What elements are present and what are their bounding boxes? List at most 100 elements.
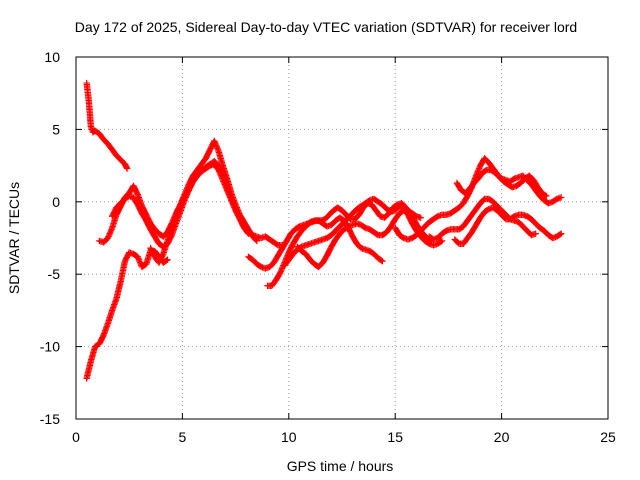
data-point xyxy=(217,172,225,179)
data-point xyxy=(172,213,180,220)
series-arc-9 xyxy=(294,207,424,271)
plot-frame xyxy=(75,56,609,420)
data-point xyxy=(217,171,224,178)
data-point xyxy=(221,181,228,188)
data-point xyxy=(417,214,424,221)
data-point xyxy=(105,231,113,239)
data-point xyxy=(219,176,227,184)
data-point xyxy=(226,192,233,200)
x-axis-label: GPS time / hours xyxy=(287,458,394,474)
data-point xyxy=(135,255,142,262)
y-axis-label: SDTVAR / TECUs xyxy=(6,182,22,294)
data-point xyxy=(212,142,220,149)
data-point xyxy=(222,184,230,191)
data-point xyxy=(228,197,235,204)
data-point xyxy=(244,229,251,236)
y-tick-label: -5 xyxy=(48,266,61,282)
data-point xyxy=(474,168,482,175)
data-point xyxy=(229,200,236,207)
y-tick-label: -15 xyxy=(40,411,60,427)
data-point xyxy=(475,165,483,172)
data-point xyxy=(542,192,549,199)
data-point xyxy=(212,140,219,148)
y-tick-label: 0 xyxy=(52,194,60,210)
data-point xyxy=(438,237,446,245)
data-point xyxy=(245,230,252,237)
data-point xyxy=(230,202,237,210)
data-point xyxy=(223,187,231,194)
data-point xyxy=(123,165,131,172)
data-point xyxy=(216,169,223,177)
y-tick-label: 10 xyxy=(44,49,60,65)
data-point xyxy=(220,179,228,187)
data-point xyxy=(104,234,112,242)
data-point xyxy=(134,253,141,261)
x-tick-label: 0 xyxy=(72,429,80,445)
data-point xyxy=(277,268,285,275)
data-point xyxy=(226,194,234,201)
series-arc-11 xyxy=(426,195,539,243)
data-point xyxy=(164,256,171,263)
data-point xyxy=(475,166,482,174)
data-point xyxy=(135,256,143,263)
data-point xyxy=(215,166,222,174)
data-point xyxy=(379,257,386,265)
data-point xyxy=(224,188,231,195)
data-point xyxy=(223,185,230,192)
data-point xyxy=(378,257,385,264)
data-point xyxy=(211,137,218,145)
data-point xyxy=(222,182,229,190)
data-point xyxy=(225,191,233,198)
data-point xyxy=(173,211,180,219)
data-point xyxy=(218,173,225,181)
data-point xyxy=(108,226,115,233)
x-tick-label: 20 xyxy=(494,429,510,445)
series-arc-7 xyxy=(264,214,386,289)
y-tick-label: 5 xyxy=(52,121,60,137)
y-tick-label: -10 xyxy=(40,339,60,355)
data-point xyxy=(231,204,238,211)
axis-ticks: 0 5 10 15 20 25 -15 -10 -5 0 5 10 xyxy=(40,49,616,445)
data-point xyxy=(175,207,182,214)
data-point xyxy=(229,201,237,208)
data-point xyxy=(107,227,115,234)
data-point xyxy=(278,266,285,274)
data-point xyxy=(228,198,236,205)
series-arc-12 xyxy=(451,204,565,247)
data-point xyxy=(175,205,183,213)
data-points xyxy=(83,79,565,382)
data-point xyxy=(437,238,445,245)
x-tick-label: 15 xyxy=(387,429,403,445)
data-point xyxy=(213,143,220,150)
data-point xyxy=(557,230,565,237)
x-tick-label: 10 xyxy=(281,429,297,445)
data-point xyxy=(557,194,565,201)
data-point xyxy=(227,195,234,203)
data-point xyxy=(214,145,221,152)
data-point xyxy=(556,231,564,238)
chart-title: Day 172 of 2025, Sidereal Day-to-day VTE… xyxy=(75,19,577,35)
data-point xyxy=(219,175,226,182)
data-point xyxy=(106,230,113,237)
data-point xyxy=(136,257,143,265)
data-point xyxy=(174,208,182,216)
series-arc-13 xyxy=(453,166,550,200)
data-point xyxy=(543,192,550,200)
data-point xyxy=(220,178,227,185)
data-point xyxy=(214,146,222,153)
data-point xyxy=(277,269,284,276)
data-point xyxy=(532,230,539,237)
data-point xyxy=(107,229,114,236)
data-point xyxy=(174,210,181,217)
data-point xyxy=(136,259,144,266)
x-tick-label: 25 xyxy=(600,429,616,445)
data-point xyxy=(163,257,170,264)
series-arc-1 xyxy=(83,79,131,172)
x-tick-label: 5 xyxy=(179,429,187,445)
data-point xyxy=(211,139,219,146)
data-point xyxy=(225,189,232,197)
data-point xyxy=(215,168,223,175)
data-point xyxy=(105,233,112,240)
series-arc-2 xyxy=(83,247,171,382)
